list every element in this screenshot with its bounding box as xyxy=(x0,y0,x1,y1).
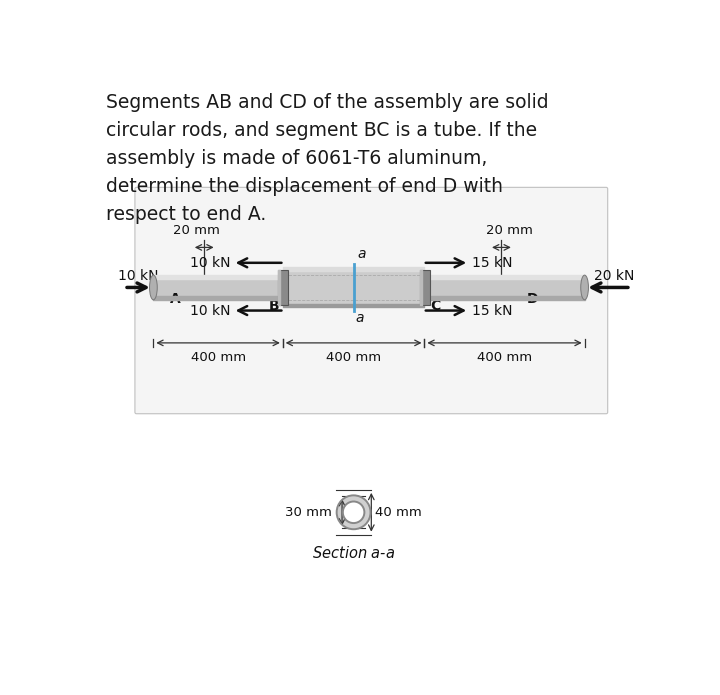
Bar xyxy=(153,275,283,300)
Text: 20 mm: 20 mm xyxy=(486,224,533,236)
Text: 15 kN: 15 kN xyxy=(472,256,513,270)
Text: A: A xyxy=(171,292,181,306)
Text: 40 mm: 40 mm xyxy=(375,506,422,518)
Bar xyxy=(420,270,430,305)
Polygon shape xyxy=(337,496,371,529)
Text: 10 kN: 10 kN xyxy=(190,304,230,318)
Text: 20 kN: 20 kN xyxy=(593,269,634,283)
Text: D: D xyxy=(527,292,539,306)
Text: a: a xyxy=(357,247,366,261)
Text: 15 kN: 15 kN xyxy=(472,304,513,318)
Text: 400 mm: 400 mm xyxy=(326,350,381,363)
Bar xyxy=(278,270,288,305)
Text: 10 kN: 10 kN xyxy=(118,269,158,283)
FancyBboxPatch shape xyxy=(135,188,608,414)
Ellipse shape xyxy=(150,275,157,300)
Text: 10 kN: 10 kN xyxy=(190,256,230,270)
Text: 400 mm: 400 mm xyxy=(191,350,246,363)
Text: Segments AB and CD of the assembly are solid
circular rods, and segment BC is a : Segments AB and CD of the assembly are s… xyxy=(106,92,549,224)
Text: 20 mm: 20 mm xyxy=(173,224,220,236)
Text: 400 mm: 400 mm xyxy=(477,350,532,363)
Ellipse shape xyxy=(581,275,588,300)
Text: C: C xyxy=(430,299,440,313)
Text: Section $a$-$a$: Section $a$-$a$ xyxy=(312,545,395,561)
Text: a: a xyxy=(356,311,364,325)
Text: B: B xyxy=(269,299,279,313)
Bar xyxy=(425,275,585,300)
Text: 30 mm: 30 mm xyxy=(285,506,332,518)
Bar xyxy=(283,268,425,307)
